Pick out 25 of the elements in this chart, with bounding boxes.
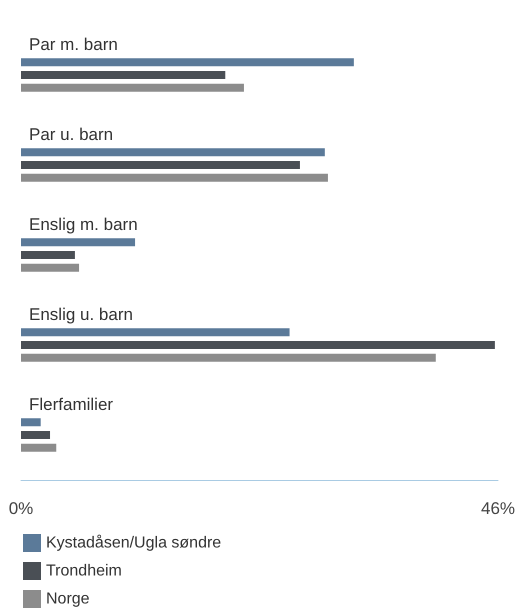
bar [21, 174, 328, 182]
bar [21, 264, 80, 272]
bar [21, 251, 75, 259]
legend-label: Kystadåsen/Ugla søndre [46, 534, 222, 552]
bar [21, 341, 495, 349]
bar [21, 328, 290, 336]
bar [21, 444, 56, 452]
y-tick-label: Par u. barn [29, 125, 114, 144]
bar [21, 418, 41, 426]
bar [21, 58, 354, 66]
x-tick-label: 46% [480, 499, 516, 518]
legend-label: Norge [46, 590, 90, 608]
bar [21, 238, 136, 246]
x-tick-label: 0% [8, 499, 34, 518]
y-tick-label: Flerfamilier [29, 395, 114, 414]
bar [21, 161, 300, 169]
bar [21, 431, 50, 439]
bar [21, 148, 325, 156]
legend-label: Trondheim [46, 562, 122, 580]
bar [21, 71, 226, 79]
y-tick-label: Par m. barn [29, 35, 118, 54]
bar [21, 84, 244, 92]
y-tick-label: Enslig m. barn [29, 215, 138, 234]
bar [21, 354, 436, 362]
y-tick-label: Enslig u. barn [29, 305, 133, 324]
